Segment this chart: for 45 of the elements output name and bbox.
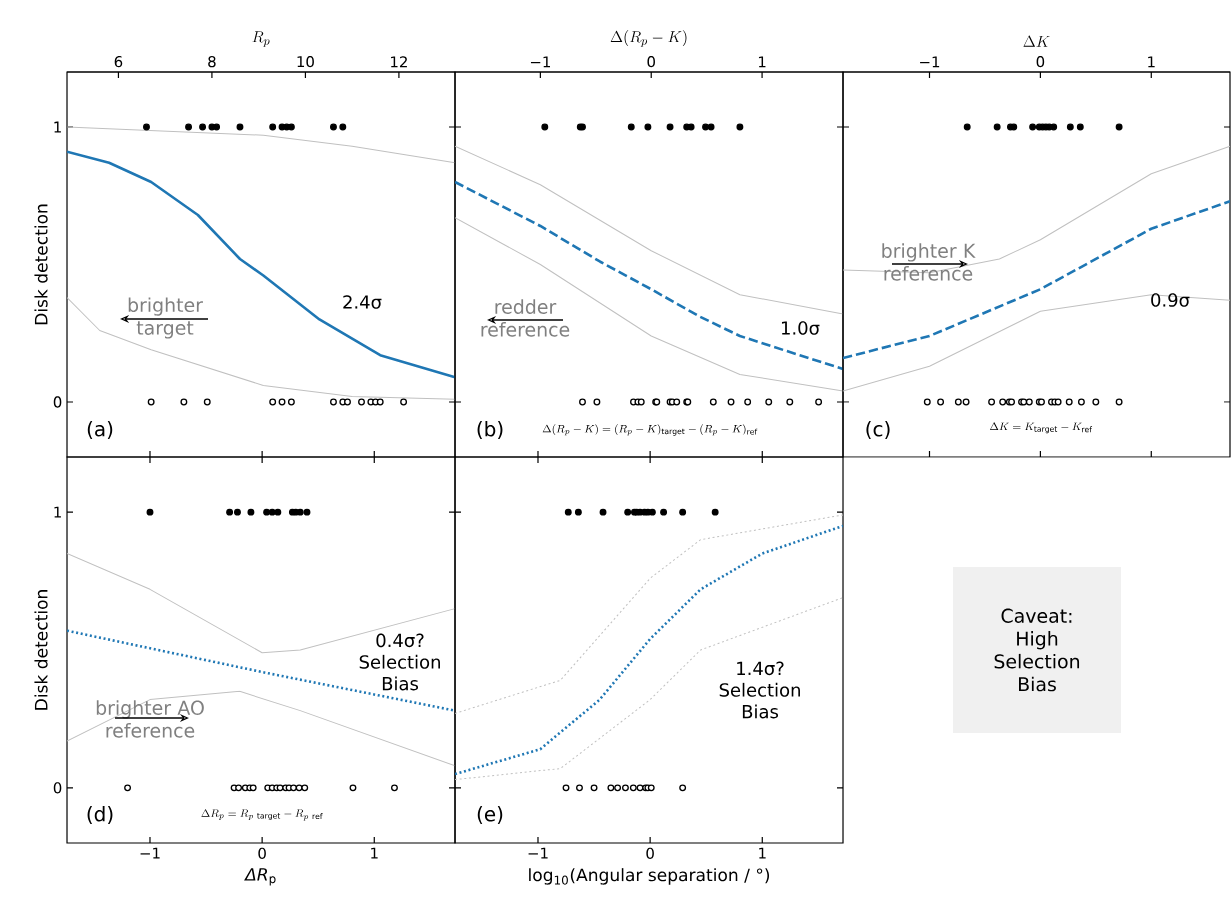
- x2-tick-label: −1: [530, 56, 550, 68]
- annotation: (a): [87, 421, 113, 439]
- annotation: (d): [87, 806, 113, 824]
- x-axis-title: ΔR$_{p}$: [244, 868, 276, 886]
- text: Caveat: High Selection Bias: [994, 608, 1080, 692]
- annotation: $\Delta K = K_\mathrm{target} - K_\mathrm{ref}$: [989, 422, 1093, 434]
- x-tick-label: 0: [258, 847, 266, 859]
- annotation: $\Delta R_p = R_{p\ \mathrm{target}} - R_{p\ \mathrm{ref}}$: [201, 809, 323, 821]
- x-tick-label: 1: [371, 847, 378, 859]
- x2-tick-label: 8: [208, 55, 216, 68]
- annotation: (c): [866, 421, 890, 439]
- y-tick-label: 1: [54, 506, 61, 518]
- y-tick-label: 0: [53, 782, 62, 794]
- x2-tick-label: 0: [1036, 55, 1045, 68]
- y-tick-label: 0: [53, 396, 62, 408]
- annotation: redder reference: [481, 299, 570, 337]
- annotation: 0.9σ: [1151, 293, 1190, 307]
- x2-tick-label: 1: [1148, 56, 1155, 68]
- annotation: brighter AO reference: [96, 700, 204, 738]
- x-tick-label: −1: [528, 847, 548, 859]
- annotation: (b): [477, 421, 503, 439]
- x2-tick-label: −1: [920, 56, 940, 68]
- annotation: brighter target: [128, 297, 203, 339]
- x-tick-label: −1: [140, 847, 160, 859]
- x-axis-title: log$_{10}$(Angular separation / °): [529, 868, 770, 885]
- x2-axis-title: $R_p$: [252, 31, 270, 47]
- x2-tick-label: 10: [297, 55, 314, 68]
- x2-axis-title: $\Delta(R_p - K)$: [610, 30, 687, 47]
- x2-tick-label: 1: [758, 56, 766, 68]
- y-axis-title: Disk detection: [34, 204, 48, 325]
- x-tick-label: 0: [646, 847, 654, 859]
- annotation: 1.4σ? Selection Bias: [719, 661, 800, 719]
- y-axis-title: Disk detection: [34, 590, 48, 710]
- x-tick-label: 1: [759, 847, 766, 859]
- x2-axis-title: $\Delta K$: [1023, 35, 1050, 47]
- annotation: 1.0σ: [781, 321, 820, 335]
- annotation: $\Delta(R_p - K) = (R_p - K)_\mathrm{target} - (R_p - K)_\mathrm{ref}$: [542, 424, 758, 436]
- x2-tick-label: 6: [114, 55, 123, 68]
- x2-tick-label: 0: [647, 55, 655, 68]
- x2-tick-label: 12: [391, 56, 407, 68]
- annotation: 2.4σ: [343, 295, 382, 309]
- annotation: (e): [477, 806, 503, 824]
- y-tick-label: 1: [54, 121, 61, 133]
- annotation: 0.4σ? Selection Bias: [359, 633, 440, 691]
- annotation: brighter K reference: [882, 243, 976, 281]
